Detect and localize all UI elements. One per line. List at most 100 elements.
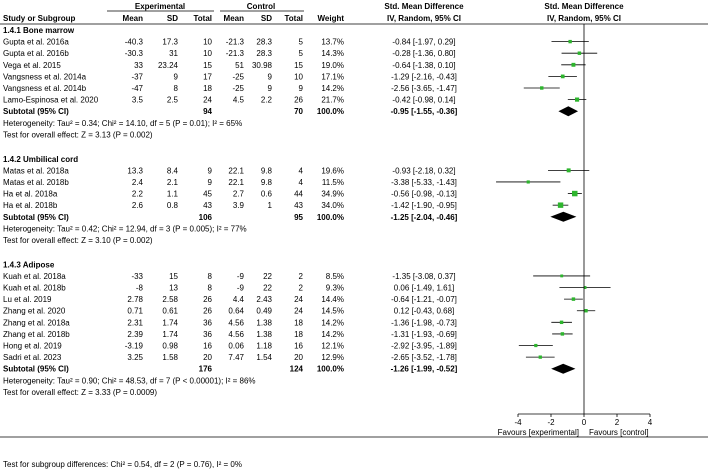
study-point-marker [584, 308, 588, 313]
weight-value: 13.7% [321, 38, 344, 47]
exp-sd-value: 0.8 [167, 201, 179, 210]
exp-total-value: 20 [203, 353, 212, 362]
weight-value: 14.2% [321, 330, 344, 339]
exp-sd-value: 0.98 [162, 342, 178, 351]
heterogeneity-text: Heterogeneity: Tau² = 0.90; Chi² = 48.53… [3, 376, 256, 385]
x-tick-label: -2 [547, 418, 555, 427]
exp-total-value: 9 [208, 166, 213, 175]
weight-value: 34.0% [321, 201, 344, 210]
study-point-marker [560, 332, 565, 336]
exp-sd-value: 1.58 [162, 353, 178, 362]
header-experimental: Experimental [135, 2, 185, 11]
exp-total-value: 17 [203, 72, 212, 81]
weight-value: 14.3% [321, 49, 344, 58]
ctl-total-value: 24 [294, 295, 303, 304]
weight-value: 8.5% [326, 272, 344, 281]
subtotal-weight: 100.0% [317, 365, 344, 374]
exp-sd-value: 1.74 [162, 318, 178, 327]
study-point-marker [526, 180, 530, 184]
ctl-sd-value: 0.49 [256, 307, 272, 316]
weight-value: 19.0% [321, 61, 344, 70]
subtotal-diamond [558, 106, 579, 117]
ctl-sd-value: 22 [263, 272, 272, 281]
exp-sd-value: 8.4 [167, 166, 179, 175]
header-method-left: IV, Random, 95% CI [387, 14, 461, 23]
smd-ci-text: -0.84 [-1.97, 0.29] [392, 38, 455, 47]
subtotal-weight: 100.0% [317, 213, 344, 222]
ctl-mean-value: 4.56 [228, 318, 244, 327]
exp-sd-value: 23.24 [158, 61, 179, 70]
exp-total-value: 8 [208, 272, 213, 281]
header-exp-sd: SD [167, 14, 178, 23]
weight-value: 9.3% [326, 284, 344, 293]
ctl-total-value: 10 [294, 72, 303, 81]
exp-mean-value: 2.78 [127, 295, 143, 304]
ctl-total-value: 4 [299, 166, 304, 175]
ctl-total-value: 18 [294, 318, 303, 327]
header-ctl-sd: SD [261, 14, 272, 23]
weight-value: 12.1% [321, 342, 344, 351]
exp-mean-value: -3.19 [125, 342, 144, 351]
smd-ci-text: -1.42 [-1.90, -0.95] [391, 201, 457, 210]
ctl-mean-value: 22.1 [228, 166, 244, 175]
smd-ci-text: -2.56 [-3.65, -1.47] [391, 84, 457, 93]
subtotal-ci-text: -1.26 [-1.99, -0.52] [391, 365, 458, 374]
exp-mean-value: 3.5 [132, 96, 144, 105]
ctl-total-value: 44 [294, 190, 303, 199]
weight-value: 21.7% [321, 96, 344, 105]
study-name: Gupta et al. 2016a [3, 38, 69, 47]
header-ctl-total: Total [284, 14, 303, 23]
favours-control-label: Favours [control] [589, 428, 649, 437]
study-point-marker [574, 97, 580, 102]
exp-total-value: 26 [203, 295, 212, 304]
ctl-total-value: 24 [294, 307, 303, 316]
subtotal-ctl-total: 124 [290, 365, 304, 374]
exp-total-value: 24 [203, 96, 212, 105]
study-name: Gupta et al. 2016b [3, 49, 69, 58]
overall-effect-text: Test for overall effect: Z = 3.13 (P = 0… [3, 130, 153, 139]
exp-total-value: 9 [208, 178, 213, 187]
exp-total-value: 26 [203, 307, 212, 316]
weight-value: 14.4% [321, 295, 344, 304]
ctl-mean-value: -21.3 [226, 38, 245, 47]
header-study: Study or Subgroup [3, 14, 76, 23]
subtotal-exp-total: 106 [199, 213, 213, 222]
exp-total-value: 36 [203, 330, 212, 339]
smd-ci-text: -2.65 [-3.52, -1.78] [391, 353, 457, 362]
weight-value: 11.5% [322, 178, 344, 187]
exp-mean-value: -40.3 [125, 38, 144, 47]
overall-effect-text: Test for overall effect: Z = 3.33 (P = 0… [3, 388, 157, 397]
ctl-sd-value: 0.6 [261, 190, 273, 199]
ctl-total-value: 5 [299, 38, 304, 47]
study-point-marker [560, 74, 565, 79]
header-control: Control [247, 2, 275, 11]
study-point-marker [568, 39, 572, 44]
exp-total-value: 15 [203, 61, 212, 70]
exp-total-value: 10 [203, 49, 212, 58]
exp-mean-value: 0.71 [127, 307, 143, 316]
exp-sd-value: 2.5 [167, 96, 179, 105]
exp-sd-value: 15 [169, 272, 178, 281]
smd-ci-text: -1.35 [-3.08, 0.37] [392, 272, 455, 281]
ctl-mean-value: 4.5 [233, 96, 245, 105]
smd-ci-text: -1.29 [-2.16, -0.43] [391, 72, 457, 81]
subtotal-weight: 100.0% [317, 107, 344, 116]
smd-ci-text: -0.56 [-0.98, -0.13] [391, 190, 457, 199]
ctl-sd-value: 1.38 [256, 330, 272, 339]
exp-mean-value: -47 [131, 84, 143, 93]
weight-value: 14.2% [321, 84, 344, 93]
exp-sd-value: 13 [169, 284, 178, 293]
exp-total-value: 45 [203, 190, 212, 199]
subtotal-ci-text: -1.25 [-2.04, -0.46] [391, 213, 458, 222]
exp-total-value: 36 [203, 318, 212, 327]
ctl-total-value: 9 [299, 84, 304, 93]
study-name: Kuah et al. 2018a [3, 272, 66, 281]
heterogeneity-text: Heterogeneity: Tau² = 0.34; Chi² = 14.10… [3, 119, 242, 128]
smd-ci-text: -0.93 [-2.18, 0.32] [392, 166, 455, 175]
ctl-mean-value: -25 [232, 84, 244, 93]
subgroup-title: 1.4.1 Bone marrow [3, 26, 75, 35]
study-name: Zhang et al. 2020 [3, 307, 66, 316]
favours-experimental-label: Favours [experimental] [498, 428, 579, 437]
ctl-mean-value: -9 [237, 272, 245, 281]
